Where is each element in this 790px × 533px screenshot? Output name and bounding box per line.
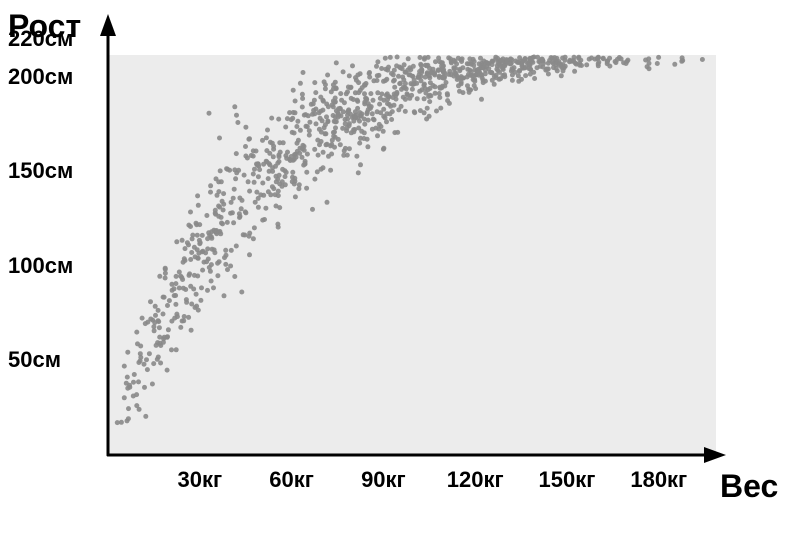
x-tick-label: 150кг (532, 467, 602, 493)
x-axis-title: Вес (720, 468, 778, 505)
y-tick-label: 50см (8, 347, 98, 373)
y-tick-label: 150см (8, 158, 98, 184)
y-tick-label: 220см (8, 26, 98, 52)
x-tick-label: 30кг (165, 467, 235, 493)
y-tick-label: 100см (8, 253, 98, 279)
scatter-chart: Рост Вес 50см100см150см200см220см 30кг60… (0, 0, 790, 533)
x-tick-label: 60кг (257, 467, 327, 493)
chart-svg (0, 0, 790, 533)
y-tick-label: 200см (8, 64, 98, 90)
scatter-points (115, 55, 705, 426)
x-tick-label: 180кг (624, 467, 694, 493)
x-tick-label: 120кг (440, 467, 510, 493)
x-tick-label: 90кг (348, 467, 418, 493)
